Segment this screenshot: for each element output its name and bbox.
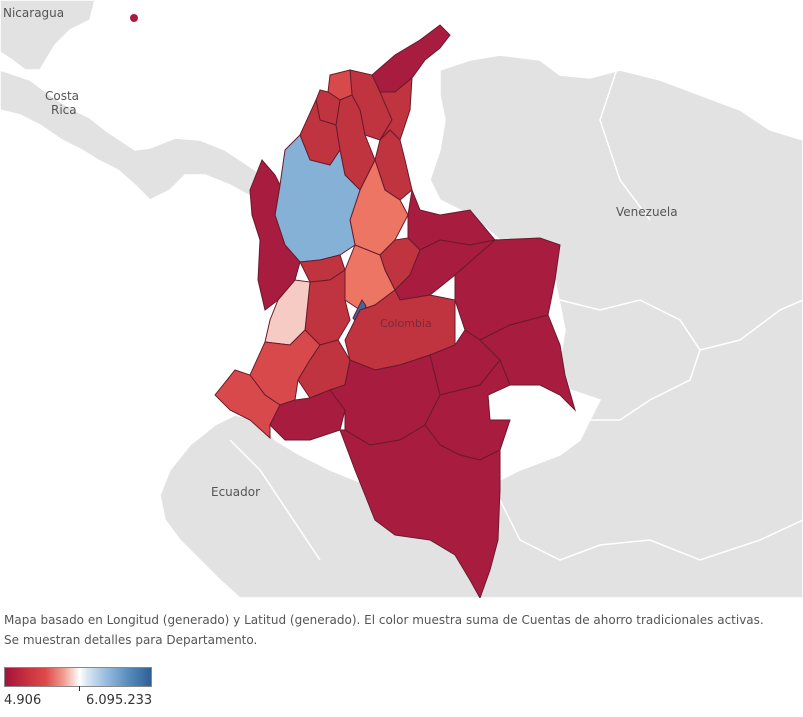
department-amazonas[interactable] — [339, 424, 501, 598]
country-label-nicaragua: Nicaragua — [3, 6, 64, 20]
color-legend[interactable]: 4.906 6.095.233 — [4, 667, 152, 708]
legend-min-label: 4.906 — [4, 693, 42, 708]
legend-max-label: 6.095.233 — [86, 693, 153, 708]
country-label-colombia: Colombia — [380, 317, 432, 330]
country-label-venezuela: Venezuela — [616, 205, 678, 219]
legend-midpoint-tick — [79, 686, 80, 691]
map-canvas[interactable]: Colombia Nicaragua Costa Rica Venezuela … — [0, 0, 803, 598]
map-caption: Mapa basado en Longitud (generado) y Lat… — [4, 610, 799, 650]
department-choco[interactable] — [249, 159, 301, 311]
country-label-costa-rica-2: Rica — [51, 103, 77, 117]
country-borders — [229, 59, 803, 561]
country-label-costa-rica-1: Costa — [45, 89, 79, 103]
map-svg[interactable]: Colombia Nicaragua Costa Rica Venezuela … — [0, 0, 803, 598]
caption-line-2: Se muestran detalles para Departamento. — [4, 633, 258, 647]
department-casanare[interactable] — [394, 239, 497, 301]
legend-gradient-bar — [4, 667, 152, 691]
colombia-departments[interactable] — [214, 24, 577, 598]
caption-line-1: Mapa basado en Longitud (generado) y Lat… — [4, 613, 764, 627]
island-marker[interactable] — [130, 14, 138, 22]
country-label-ecuador: Ecuador — [211, 485, 260, 499]
